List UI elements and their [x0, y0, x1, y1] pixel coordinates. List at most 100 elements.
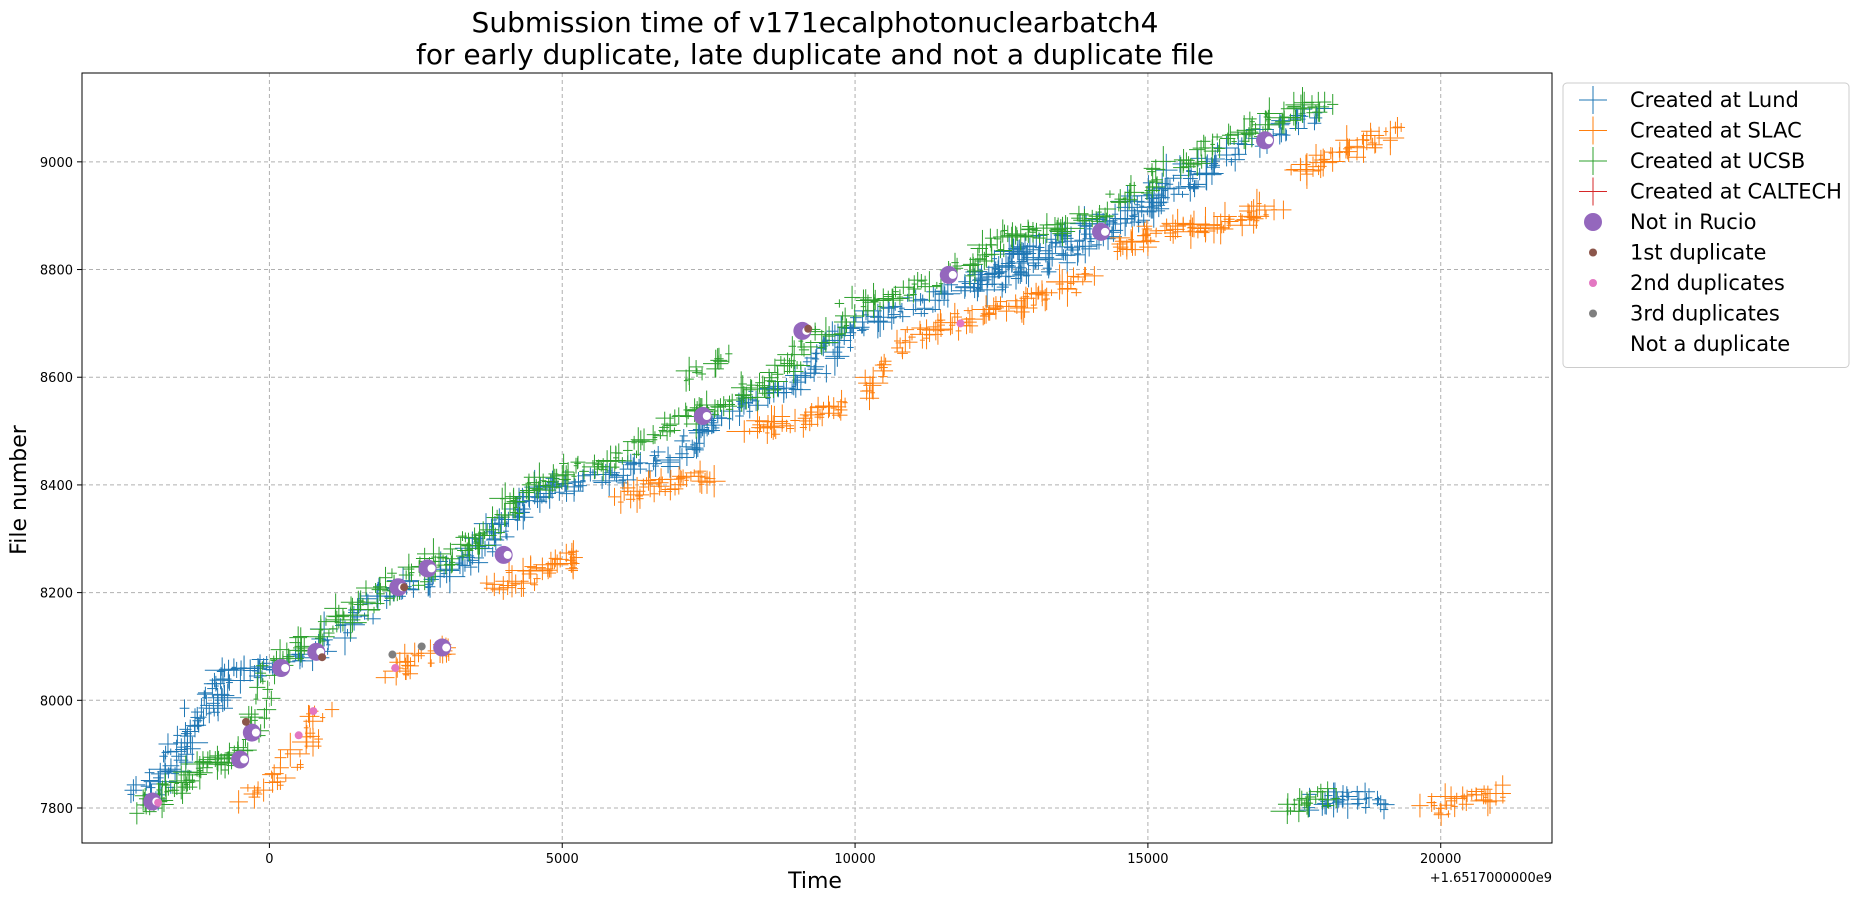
data-point: [703, 349, 729, 378]
data-point: [1290, 110, 1301, 131]
data-point: [284, 749, 291, 759]
data-point: [1073, 229, 1097, 264]
data-point: [712, 410, 732, 427]
data-point: [1225, 147, 1245, 172]
data-point: [1109, 234, 1130, 242]
data-point: [402, 657, 419, 675]
data-point: [746, 404, 754, 419]
data-point: [1220, 132, 1236, 145]
data-point: [759, 368, 779, 377]
data-point: [1074, 230, 1085, 251]
data-point: [652, 455, 659, 477]
data-point: [1187, 217, 1197, 238]
data-point: [1317, 792, 1333, 815]
data-point: [879, 357, 892, 365]
data-point: [759, 376, 770, 398]
data-point: [510, 506, 518, 519]
data-point: [964, 310, 976, 327]
data-point: [437, 554, 449, 562]
data-point: [475, 523, 485, 545]
data-point: [256, 699, 277, 720]
data-point: [737, 396, 753, 410]
data-point: [1067, 267, 1080, 286]
data-point: [617, 490, 624, 514]
data-point: [866, 375, 874, 392]
data-point: [831, 412, 848, 419]
data-point: [1069, 205, 1089, 222]
data-point: [248, 785, 261, 809]
data-point: [274, 749, 287, 766]
data-point: [610, 463, 620, 471]
data-point: [1460, 793, 1468, 801]
data-point: [652, 457, 661, 465]
data-point: [1263, 210, 1269, 220]
data-point: [185, 714, 205, 738]
data-point: [896, 289, 904, 305]
data-point: [1009, 258, 1015, 273]
data-point: [1275, 200, 1292, 220]
data-point: [1307, 91, 1330, 122]
data-point: [620, 480, 636, 496]
data-point: [765, 421, 770, 444]
data-point: [1166, 219, 1185, 240]
data-point: [1289, 121, 1308, 136]
data-point: [1241, 133, 1250, 150]
data-point: [821, 364, 832, 383]
data-point: [189, 774, 196, 791]
data-point: [916, 324, 925, 335]
data-point: [1071, 288, 1082, 297]
data-point: [734, 386, 753, 404]
data-point: [1286, 94, 1316, 122]
data-point: [325, 608, 361, 632]
data-point: [893, 329, 901, 353]
data-point: [317, 617, 335, 626]
data-point: [151, 762, 170, 786]
data-point: [649, 485, 659, 503]
data-point: [258, 707, 271, 729]
data-point: [941, 286, 949, 300]
data-point: [1217, 143, 1236, 167]
legend-marker: [1589, 309, 1597, 318]
data-point: [1298, 800, 1311, 810]
data-point: [937, 292, 942, 309]
data-point: [935, 283, 949, 300]
legend-entry-2nd-duplicates: 2nd duplicates: [1589, 271, 1785, 295]
data-point: [1301, 797, 1312, 809]
data-point: [449, 552, 456, 573]
data-point: [723, 393, 741, 407]
data-point: [336, 611, 352, 620]
data-point: [916, 299, 933, 317]
data-point: [510, 489, 517, 512]
data-point: [1036, 243, 1063, 275]
data-point: [241, 717, 250, 726]
data-point: [867, 303, 888, 339]
data-point: [1361, 128, 1381, 143]
x-axis-offset-label: +1.6517000000e9: [1430, 871, 1552, 886]
data-point: [503, 496, 531, 522]
data-point: [1194, 226, 1201, 239]
data-point: [859, 386, 880, 411]
x-tick-label: 15000: [1127, 852, 1168, 867]
data-point: [179, 722, 192, 737]
data-point: [665, 445, 695, 470]
data-point: [688, 360, 704, 374]
data-point: [1038, 240, 1067, 267]
data-point: [850, 313, 862, 322]
data-point: [1091, 240, 1102, 250]
data-point: [1291, 107, 1301, 125]
axes-frame: [81, 72, 1553, 844]
data-point: [746, 379, 757, 391]
data-point: [166, 780, 176, 794]
data-point: [1042, 260, 1052, 276]
x-axis-label: Time: [787, 869, 842, 894]
data-point: [623, 440, 633, 460]
data-point: [519, 504, 530, 521]
data-point: [616, 463, 631, 487]
chart-title-line1: Submission time of v171ecalphotonuclearb…: [472, 6, 1159, 39]
data-point: [489, 482, 522, 515]
y-tick-label: 8600: [40, 371, 73, 386]
data-point: [1256, 204, 1273, 216]
data-point: [798, 343, 810, 357]
data-point: [557, 465, 575, 485]
data-point: [1293, 788, 1307, 812]
